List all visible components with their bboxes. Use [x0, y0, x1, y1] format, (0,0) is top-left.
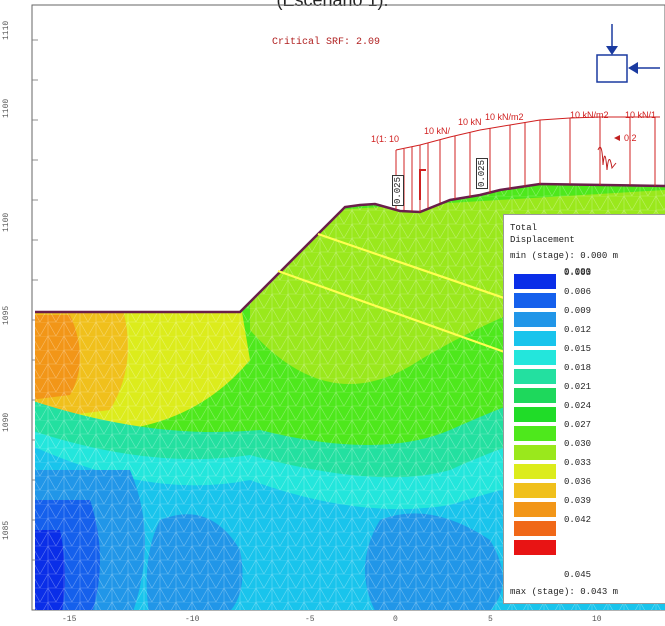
legend-swatch — [514, 293, 556, 308]
legend-swatch — [514, 350, 556, 365]
y-tick-label: 1090 — [2, 412, 11, 432]
load-label: 10 kN — [458, 117, 482, 127]
legend-max-label: max (stage): 0.043 m — [510, 587, 619, 597]
x-tick-label: 0 — [393, 615, 398, 624]
legend-row: 0.027 — [514, 420, 664, 441]
displacement-legend: Total Displacement min (stage): 0.000 m … — [503, 214, 665, 604]
y-tick-label: 1095 — [2, 305, 11, 325]
distributed-loads — [395, 116, 660, 212]
legend-row: 0.033 — [514, 458, 664, 479]
legend-swatch — [514, 331, 556, 346]
legend-swatch — [514, 502, 556, 517]
legend-swatch — [514, 464, 556, 479]
legend-swatch — [514, 445, 556, 460]
legend-swatch — [514, 540, 556, 555]
legend-row: 0.036 — [514, 477, 664, 498]
x-tick-label: 5 — [488, 615, 493, 624]
legend-swatch — [514, 426, 556, 441]
seismic-coefficient-label: 0.2 — [624, 133, 637, 143]
legend-value: 0.039 — [564, 496, 592, 506]
legend-swatch — [514, 521, 556, 536]
y-tick-label: 1085 — [2, 520, 11, 540]
y-tick-label: 1110 — [2, 20, 11, 40]
legend-row: 0.018 — [514, 363, 664, 384]
legend-row: 0.012 — [514, 325, 664, 346]
legend-value: 0.003 — [564, 268, 592, 278]
x-tick-label: -10 — [185, 615, 200, 624]
load-label: 10 kN/m2 — [570, 110, 609, 120]
legend-value: 0.024 — [564, 401, 592, 411]
legend-swatch — [514, 274, 556, 289]
legend-value: 0.027 — [564, 420, 592, 430]
legend-bottom-value: 0.045 — [564, 570, 592, 580]
legend-row: 0.009 — [514, 306, 664, 327]
legend-value: 0.009 — [564, 306, 592, 316]
displacement-annotation: 0.025 — [476, 158, 488, 190]
critical-srf-label: Critical SRF: 2.09 — [272, 37, 381, 48]
legend-value: 0.018 — [564, 363, 592, 373]
boundary-condition-icon — [596, 24, 660, 83]
legend-value: 0.036 — [564, 477, 592, 487]
legend-row: 0.021 — [514, 382, 664, 403]
legend-row: 0.003 — [514, 268, 664, 289]
legend-title: Total — [510, 223, 538, 233]
legend-swatch — [514, 407, 556, 422]
legend-swatch — [514, 312, 556, 327]
legend-row: 0.030 — [514, 439, 664, 460]
legend-swatch — [514, 483, 556, 498]
y-tick-label: 1100 — [2, 98, 11, 118]
x-tick-label: 10 — [592, 615, 602, 624]
legend-row: 0.006 — [514, 287, 664, 308]
seismic-load-icon — [597, 135, 620, 171]
legend-value: 0.042 — [564, 515, 592, 525]
legend-row: 0.015 — [514, 344, 664, 365]
legend-row: 0.039 — [514, 496, 664, 517]
load-label: 10 kN/ — [424, 126, 451, 136]
legend-value: 0.030 — [564, 439, 592, 449]
legend-value: 0.006 — [564, 287, 592, 297]
slip-surface-lower — [277, 269, 511, 356]
legend-swatch — [514, 388, 556, 403]
y-tick-label: 1100 — [2, 212, 11, 232]
legend-swatch — [514, 369, 556, 384]
load-label: 1(1: 10 — [371, 134, 400, 144]
x-tick-label: -5 — [305, 615, 315, 624]
load-label: 10 kN/1 — [625, 110, 657, 120]
slip-surface-upper — [317, 232, 511, 302]
legend-subtitle: Displacement — [510, 235, 575, 245]
ground-surface — [35, 182, 665, 314]
displacement-annotation: 0.025 — [392, 175, 404, 207]
legend-top-value: 0.000 — [564, 267, 592, 277]
legend-row — [514, 540, 664, 555]
legend-value: 0.015 — [564, 344, 592, 354]
legend-value: 0.021 — [564, 382, 592, 392]
legend-min-label: min (stage): 0.000 m — [510, 251, 619, 261]
load-label: 10 kN/m2 — [485, 112, 524, 122]
legend-value: 0.033 — [564, 458, 592, 468]
legend-value: 0.012 — [564, 325, 592, 335]
legend-row: 0.042 — [514, 515, 664, 536]
x-tick-label: -15 — [62, 615, 77, 624]
legend-row: 0.024 — [514, 401, 664, 422]
